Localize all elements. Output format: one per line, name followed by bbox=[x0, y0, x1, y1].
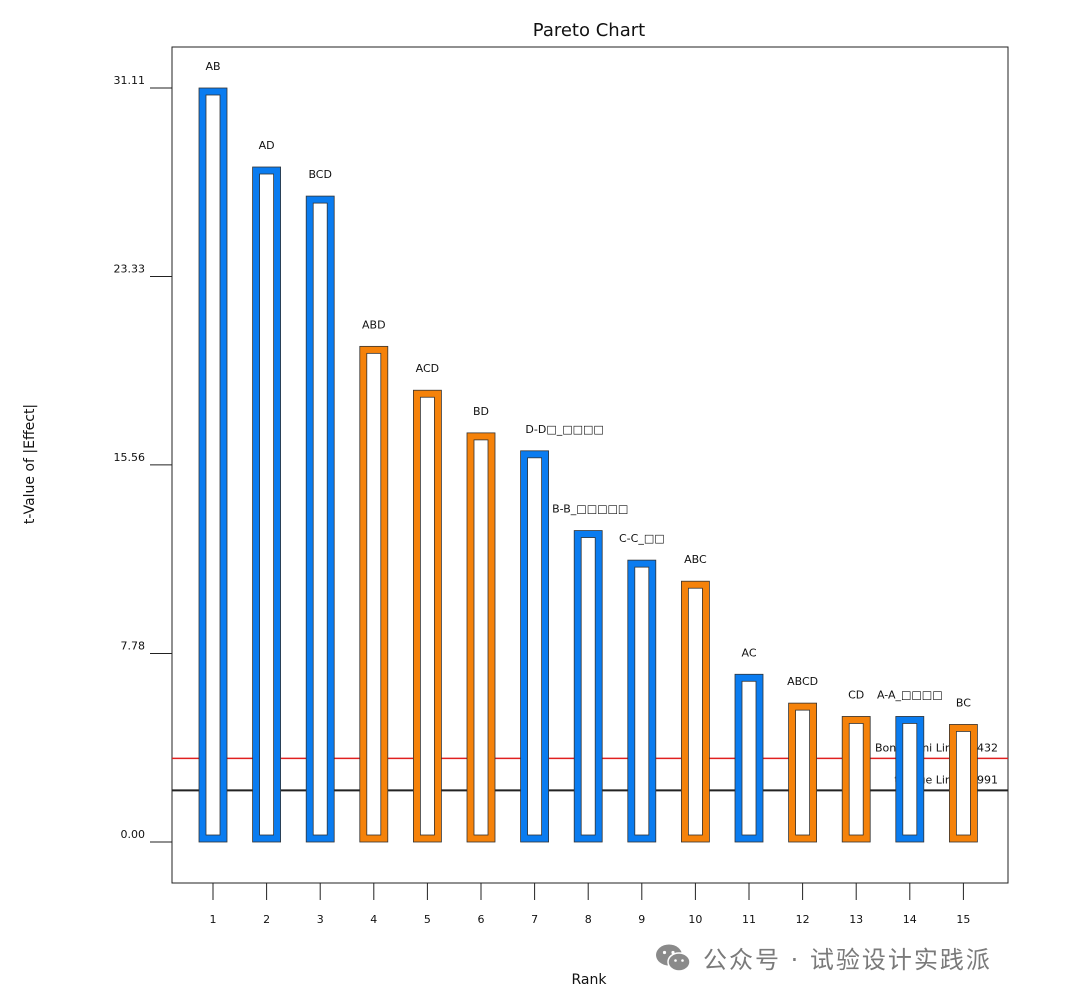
bar-effect-label: AC bbox=[741, 646, 756, 659]
bars: AB AD BCD ABD ACD BD D-D□_□□□□ B-B_□□□□□ C-C_□□ A… bbox=[198, 60, 978, 843]
bar-inner-6 bbox=[473, 439, 489, 836]
y-tick-label: 7.78 bbox=[121, 639, 146, 652]
x-tick-label: 7 bbox=[531, 913, 538, 926]
x-tick-label: 6 bbox=[478, 913, 485, 926]
bar-effect-label: ACD bbox=[416, 362, 439, 375]
watermark: 公众号 · 试验设计实践派 bbox=[655, 940, 992, 975]
x-tick-label: 3 bbox=[317, 913, 324, 926]
bar-inner-14 bbox=[902, 723, 918, 836]
y-axis-label: t-Value of |Effect| bbox=[22, 404, 38, 524]
x-tick-label: 4 bbox=[370, 913, 377, 926]
watermark-text: 公众号 · 试验设计实践派 bbox=[703, 946, 992, 974]
y-tick-label: 15.56 bbox=[114, 451, 146, 464]
bar-inner-11 bbox=[741, 680, 757, 836]
bar-effect-label: D-D□_□□□□ bbox=[525, 423, 603, 436]
bar-inner-2 bbox=[259, 173, 275, 836]
bar-effect-label: A-A_□□□□ bbox=[877, 688, 943, 701]
bar-inner-4 bbox=[366, 352, 382, 836]
bar-inner-8 bbox=[580, 537, 596, 836]
bar-inner-9 bbox=[634, 566, 650, 836]
bar-inner-10 bbox=[688, 587, 703, 836]
bar-effect-label: ABCD bbox=[787, 675, 818, 688]
y-tick-label: 0.00 bbox=[121, 828, 146, 841]
bar-effect-label: BCD bbox=[308, 168, 332, 181]
bar-effect-label: C-C_□□ bbox=[619, 532, 665, 545]
bar-effect-label: ABC bbox=[684, 553, 707, 566]
x-axis: 1 2 3 4 5 6 7 8 9 10 11 12 13 14 15 bbox=[210, 883, 970, 926]
bar-effect-label: B-B_□□□□□ bbox=[552, 503, 628, 516]
x-tick-label: 13 bbox=[849, 913, 863, 926]
x-tick-label: 14 bbox=[903, 913, 917, 926]
bar-effect-label: BD bbox=[473, 405, 489, 418]
bar-inner-15 bbox=[956, 731, 971, 836]
x-tick-label: 1 bbox=[210, 913, 217, 926]
y-tick-label: 31.11 bbox=[114, 74, 146, 87]
bar-inner-7 bbox=[527, 457, 542, 836]
chart-title: Pareto Chart bbox=[533, 20, 645, 41]
x-tick-label: 15 bbox=[956, 913, 970, 926]
bar-effect-label: BC bbox=[956, 696, 971, 709]
bar-effect-label: CD bbox=[848, 688, 864, 701]
bar-inner-13 bbox=[848, 723, 864, 836]
y-axis: 0.00 7.78 15.56 23.33 31.11 bbox=[114, 74, 172, 843]
x-axis-label: Rank bbox=[572, 972, 608, 988]
x-tick-label: 12 bbox=[796, 913, 810, 926]
bar-inner-12 bbox=[795, 709, 810, 836]
bonferroni-limit-label: Bonferroni Limit 3.432 bbox=[875, 741, 998, 754]
bar-effect-label: AD bbox=[259, 139, 275, 152]
bar-inner-1 bbox=[205, 94, 221, 836]
bar-effect-label: AB bbox=[205, 60, 220, 73]
x-tick-label: 5 bbox=[424, 913, 431, 926]
x-tick-label: 2 bbox=[263, 913, 270, 926]
bar-inner-3 bbox=[312, 202, 328, 836]
x-tick-label: 9 bbox=[638, 913, 645, 926]
x-tick-label: 10 bbox=[688, 913, 702, 926]
x-tick-label: 11 bbox=[742, 913, 756, 926]
wechat-icon bbox=[656, 944, 691, 972]
y-tick-label: 23.33 bbox=[114, 263, 146, 276]
bar-effect-label: ABD bbox=[362, 318, 386, 331]
bar-inner-5 bbox=[419, 396, 435, 836]
x-tick-label: 8 bbox=[585, 913, 592, 926]
